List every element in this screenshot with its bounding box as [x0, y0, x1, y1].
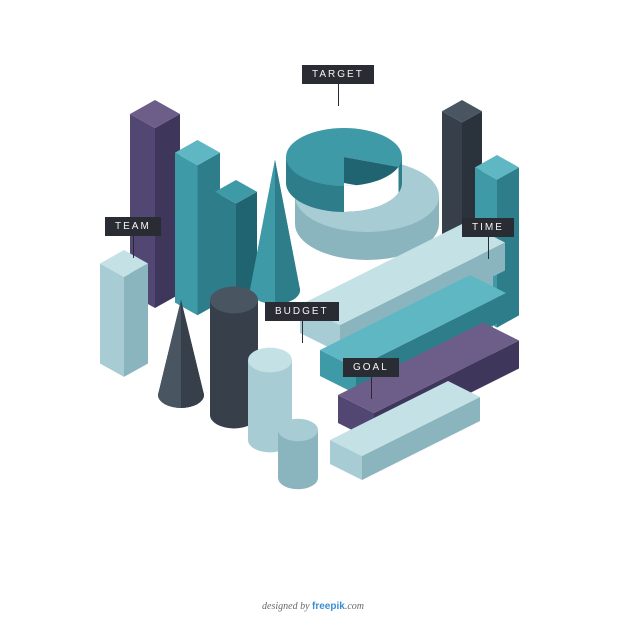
- credit-suffix: .com: [345, 601, 364, 612]
- label-budget-text: BUDGET: [275, 306, 329, 317]
- label-time-text: TIME: [472, 222, 504, 233]
- prism-teal1: [175, 140, 220, 315]
- label-budget: BUDGET: [265, 302, 339, 321]
- label-target-text: TARGET: [312, 69, 364, 80]
- label-goal: GOAL: [343, 358, 399, 377]
- credit-brand: freepik: [312, 601, 345, 612]
- prism-ice-left: [100, 250, 148, 377]
- label-target: TARGET: [302, 65, 374, 84]
- label-goal-text: GOAL: [353, 362, 389, 373]
- credit-prefix: designed by: [262, 601, 312, 612]
- cone-slate: [158, 300, 204, 408]
- label-team-text: TEAM: [115, 221, 151, 232]
- label-time: TIME: [462, 218, 514, 237]
- cyl-ice2: [278, 419, 318, 489]
- pie-top: [286, 128, 402, 212]
- label-team: TEAM: [105, 217, 161, 236]
- attribution-text: designed by freepik.com: [0, 601, 626, 612]
